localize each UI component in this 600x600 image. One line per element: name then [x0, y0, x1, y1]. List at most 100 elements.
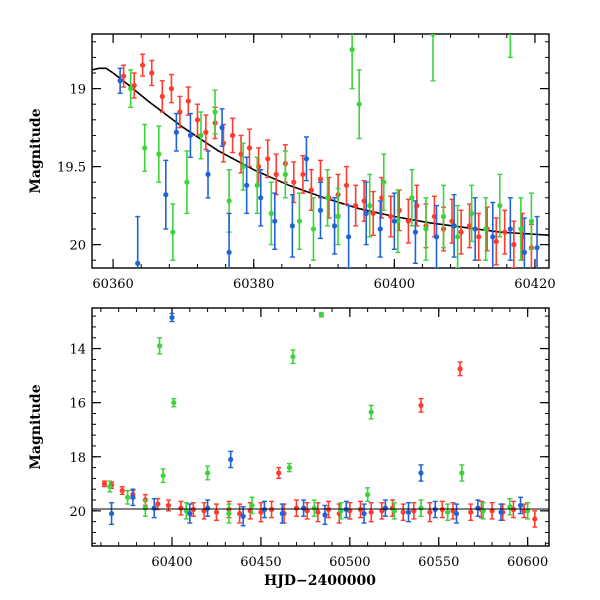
data-point	[310, 226, 317, 232]
data-point	[511, 242, 517, 248]
data-point	[455, 234, 461, 240]
data-point	[268, 210, 274, 216]
y-tick-label: 19	[69, 83, 86, 98]
data-point	[391, 508, 397, 514]
data-point	[230, 132, 236, 138]
data-point	[493, 238, 499, 245]
data-point	[517, 502, 524, 509]
top-tick-labels: 60360 60380 60400 60420 19 19.5 20	[57, 83, 556, 292]
data-point	[301, 505, 307, 511]
data-point	[468, 509, 474, 515]
data-point	[165, 502, 172, 509]
y-tick-label: 18	[69, 451, 86, 466]
data-point	[212, 109, 218, 115]
series-1	[128, 34, 535, 268]
data-point	[349, 47, 355, 53]
x-tick-label: 60400	[374, 277, 415, 292]
data-point	[226, 198, 232, 204]
data-point	[450, 508, 456, 514]
data-point	[236, 510, 243, 517]
data-point	[265, 156, 271, 162]
data-point	[379, 195, 385, 201]
data-point	[276, 470, 282, 476]
bottom-y-axis-label: Magnitude	[28, 384, 44, 469]
data-point	[317, 176, 324, 182]
data-point	[400, 509, 406, 515]
data-point	[156, 151, 162, 157]
data-point	[322, 512, 328, 518]
data-point	[163, 192, 169, 198]
x-tick-label: 60600	[507, 555, 548, 570]
data-point	[507, 504, 513, 510]
data-point	[469, 210, 475, 216]
data-point	[194, 117, 201, 123]
data-point	[249, 502, 255, 509]
data-point	[140, 62, 146, 68]
data-point	[418, 402, 424, 408]
data-point	[170, 229, 176, 235]
data-point	[308, 187, 314, 193]
data-point	[433, 234, 440, 240]
data-point	[453, 510, 460, 517]
data-point	[135, 260, 141, 266]
data-point	[409, 195, 415, 201]
data-point	[183, 508, 189, 514]
data-point	[430, 34, 436, 37]
y-tick-label: 19.5	[57, 161, 86, 176]
data-point	[187, 510, 193, 517]
series-0	[101, 361, 538, 528]
data-point	[289, 223, 295, 229]
data-point	[296, 218, 303, 224]
data-point	[124, 494, 131, 500]
data-point	[121, 73, 127, 79]
data-point	[335, 213, 341, 220]
data-point	[490, 234, 496, 240]
data-point	[388, 213, 394, 220]
data-point	[361, 510, 367, 517]
data-point	[405, 218, 411, 224]
data-point	[226, 510, 232, 517]
data-point	[353, 203, 359, 209]
x-tick-label: 60500	[329, 555, 370, 570]
data-point	[507, 226, 513, 232]
data-point	[356, 101, 362, 107]
data-point	[381, 179, 387, 185]
data-point	[168, 86, 175, 92]
data-point	[525, 508, 531, 514]
top-data-points	[117, 34, 540, 268]
data-point	[142, 145, 148, 151]
data-point	[204, 470, 211, 476]
data-point	[367, 203, 373, 209]
data-point	[368, 509, 374, 515]
data-point	[228, 456, 234, 463]
data-point	[286, 464, 292, 471]
data-point	[324, 195, 331, 201]
data-point	[440, 213, 447, 220]
data-point	[203, 129, 209, 135]
top-y-axis-label: Magnitude	[28, 108, 44, 193]
data-point	[528, 218, 535, 224]
data-point	[475, 505, 481, 511]
x-tick-label: 60360	[92, 277, 133, 292]
data-point	[315, 509, 321, 515]
y-tick-label: 20	[69, 239, 86, 254]
data-point	[131, 82, 137, 89]
data-point	[497, 203, 503, 209]
data-point	[483, 226, 489, 232]
bottom-tick-labels: 60400 60450 60500 60550 60600 14 16 18 20	[69, 343, 548, 570]
data-point	[185, 98, 191, 104]
bottom-plot-frame	[91, 307, 550, 547]
data-point	[318, 312, 324, 318]
data-point	[160, 473, 166, 479]
data-point	[423, 226, 429, 232]
data-point	[156, 343, 163, 349]
data-point	[418, 505, 424, 511]
x-tick-label: 60420	[514, 277, 555, 292]
data-point	[379, 508, 385, 514]
data-point	[149, 70, 155, 76]
data-point	[173, 129, 179, 135]
bottom-ticks	[92, 308, 549, 546]
data-point	[293, 505, 300, 511]
x-tick-label: 60550	[418, 555, 459, 570]
